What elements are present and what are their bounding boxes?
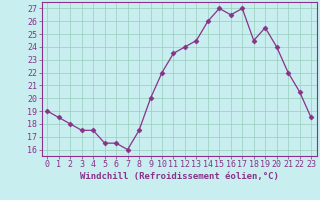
X-axis label: Windchill (Refroidissement éolien,°C): Windchill (Refroidissement éolien,°C): [80, 172, 279, 181]
